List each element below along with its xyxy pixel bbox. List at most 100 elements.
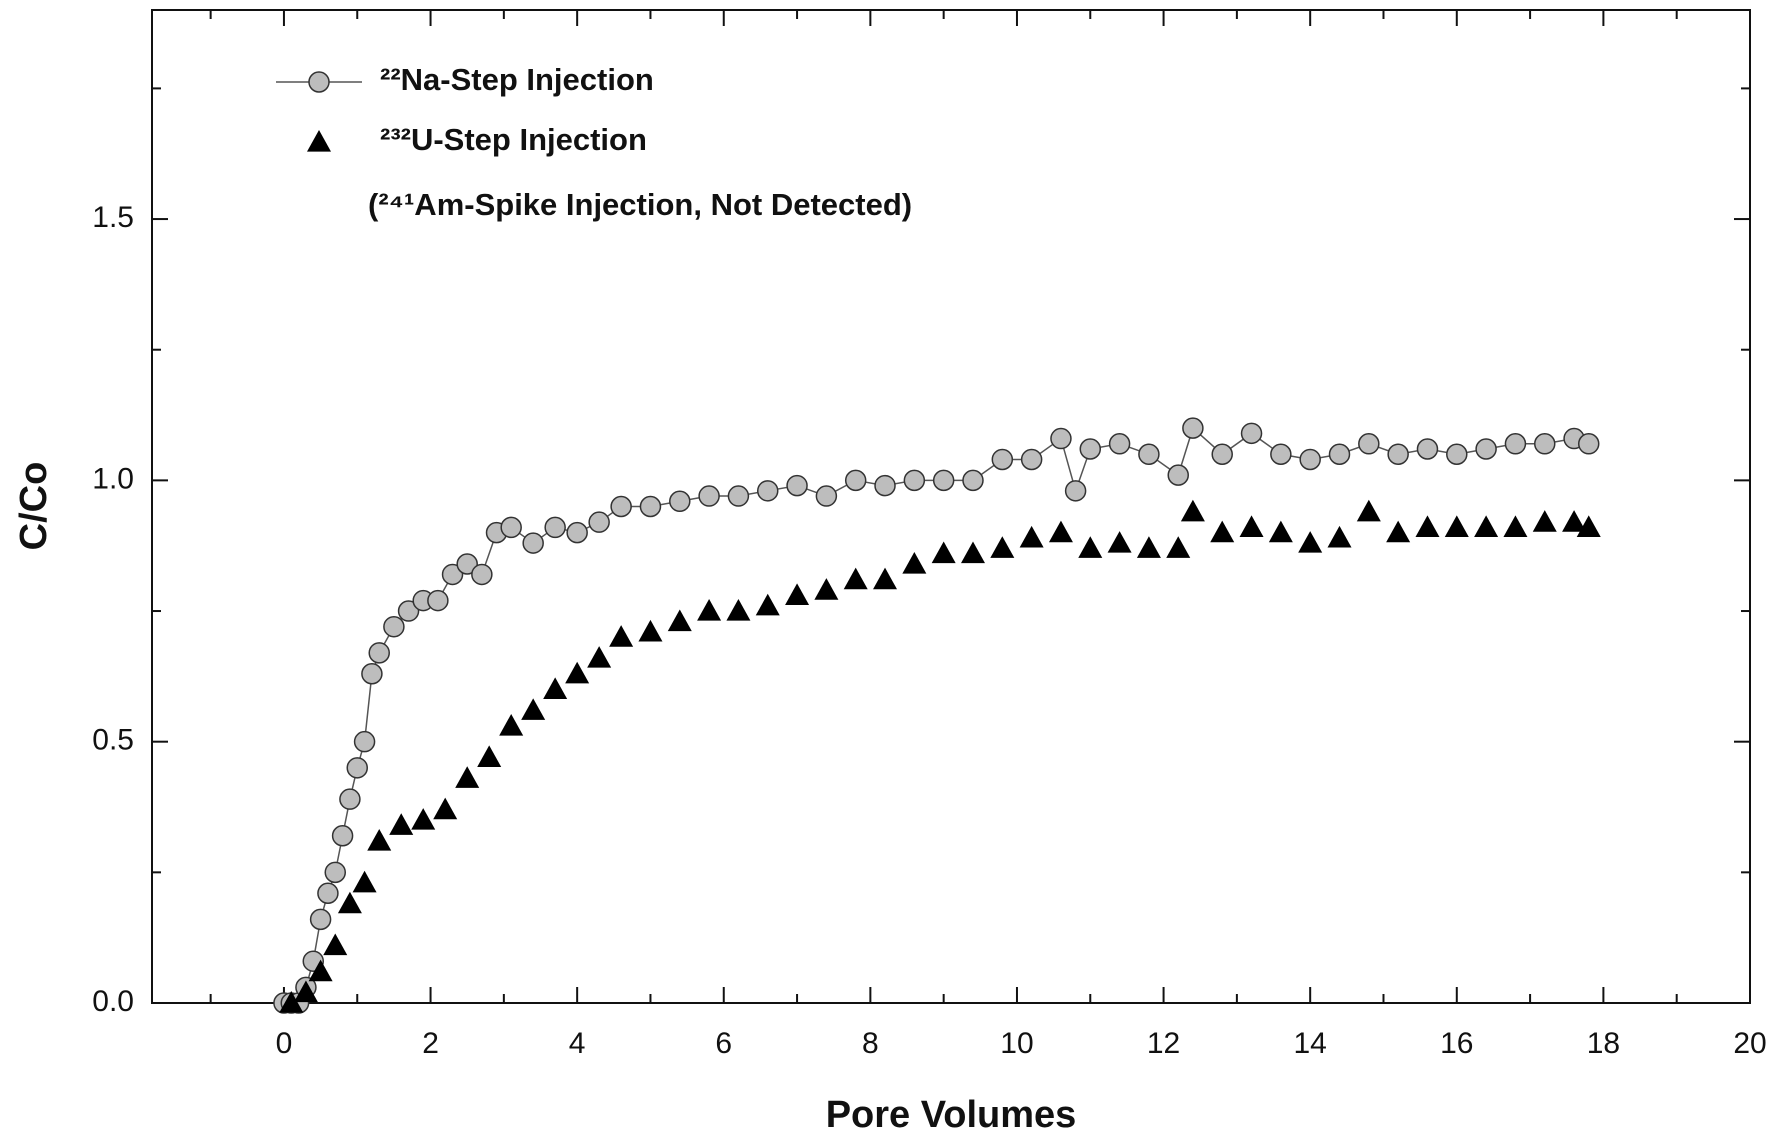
triangle-marker	[1576, 515, 1601, 538]
triangle-marker	[1386, 520, 1411, 543]
triangle-marker	[1268, 520, 1293, 543]
triangle-marker	[308, 959, 333, 982]
circle-marker	[544, 516, 566, 539]
triangle-marker	[411, 808, 436, 830]
circle-marker	[397, 600, 420, 622]
triangle-marker	[279, 991, 304, 1013]
triangle-marker	[1166, 536, 1191, 558]
circle-marker	[383, 615, 405, 638]
circle-marker	[427, 589, 449, 612]
triangle-marker	[1136, 536, 1161, 558]
x-tick-label: 18	[1587, 1027, 1620, 1060]
triangle-marker	[1356, 499, 1381, 522]
circle-marker	[610, 495, 632, 518]
triangle-marker	[1444, 515, 1469, 538]
triangle-marker	[667, 609, 692, 632]
circle-marker	[1299, 448, 1321, 471]
circle-marker	[588, 511, 610, 533]
y-tick-label: 1.5	[92, 201, 134, 234]
circle-marker	[727, 485, 750, 507]
circle-marker	[1577, 433, 1600, 455]
plot-frame	[151, 9, 1751, 1004]
circle-marker	[1064, 480, 1087, 502]
circle-marker	[1167, 464, 1189, 486]
triangle-marker	[697, 599, 722, 621]
circle-marker	[639, 495, 662, 518]
circle-marker	[903, 469, 926, 492]
annotation: (²⁴¹Am-Spike Injection, Not Detected)	[368, 187, 912, 222]
circle-marker	[317, 882, 339, 904]
circle-marker	[361, 662, 383, 685]
triangle-marker	[323, 933, 348, 956]
triangle-marker	[931, 541, 956, 564]
circle-marker	[309, 908, 332, 931]
triangle-marker	[455, 766, 480, 788]
x-tick-label: 0	[276, 1027, 293, 1060]
circle-marker	[1475, 438, 1497, 460]
triangle-marker	[1562, 510, 1587, 532]
circle-marker	[1108, 433, 1131, 455]
circle-marker	[1240, 422, 1263, 445]
circle-marker	[874, 474, 896, 497]
circle-marker	[1211, 443, 1233, 465]
series-line	[283, 426, 1589, 1004]
circle-marker	[756, 480, 779, 502]
triangle-marker	[1503, 515, 1528, 538]
circle-marker	[353, 730, 376, 753]
circle-marker	[456, 553, 478, 575]
circle-marker	[368, 642, 390, 664]
triangle-marker	[960, 541, 985, 564]
triangle-marker	[477, 745, 502, 767]
triangle-marker	[1107, 531, 1132, 553]
circle-marker	[932, 469, 955, 492]
y-tick-label: 0.5	[92, 724, 134, 757]
triangle-marker	[389, 813, 414, 835]
circle-marker	[522, 532, 544, 554]
triangle-marker	[337, 891, 362, 914]
circle-marker	[471, 563, 493, 586]
x-tick-label: 14	[1293, 1027, 1326, 1060]
legend-marker	[307, 130, 331, 152]
x-tick-label: 4	[569, 1027, 586, 1060]
triangle-marker	[1019, 525, 1044, 548]
y-axis-title: C/Co	[13, 462, 55, 551]
circle-marker	[1050, 427, 1072, 450]
x-tick-label: 2	[422, 1027, 439, 1060]
circle-marker	[1079, 438, 1102, 460]
triangle-marker	[902, 551, 927, 574]
triangle-marker	[609, 625, 634, 647]
x-tick-label: 6	[715, 1027, 732, 1060]
circle-marker	[339, 788, 361, 810]
circle-marker	[698, 485, 720, 507]
circle-marker	[1504, 433, 1527, 455]
circle-marker	[1328, 443, 1351, 465]
x-tick-label: 16	[1440, 1027, 1473, 1060]
circle-marker	[324, 861, 347, 884]
triangle-marker	[1048, 520, 1073, 543]
circle-marker	[1358, 433, 1380, 455]
circle-marker	[500, 516, 522, 539]
circle-marker	[1182, 417, 1204, 439]
circle-marker	[1416, 438, 1439, 460]
circle-marker	[331, 825, 354, 847]
legend-marker	[308, 71, 330, 93]
circle-marker	[991, 448, 1014, 471]
triangle-marker	[1078, 536, 1103, 558]
triangle-marker	[814, 578, 839, 600]
circle-marker	[1446, 443, 1468, 465]
triangle-marker	[352, 870, 377, 893]
triangle-marker	[1180, 499, 1205, 522]
circle-marker	[669, 490, 691, 513]
triangle-marker	[543, 677, 568, 700]
circle-marker	[962, 469, 984, 492]
circle-marker	[1138, 443, 1160, 465]
triangle-marker	[843, 567, 868, 590]
triangle-marker	[587, 646, 612, 668]
triangle-marker	[433, 797, 458, 820]
x-tick-label: 20	[1733, 1027, 1766, 1060]
legend-label: ²²Na-Step Injection	[380, 62, 654, 97]
triangle-marker	[1210, 520, 1235, 543]
x-tick-label: 12	[1147, 1027, 1180, 1060]
triangle-marker	[367, 828, 392, 851]
